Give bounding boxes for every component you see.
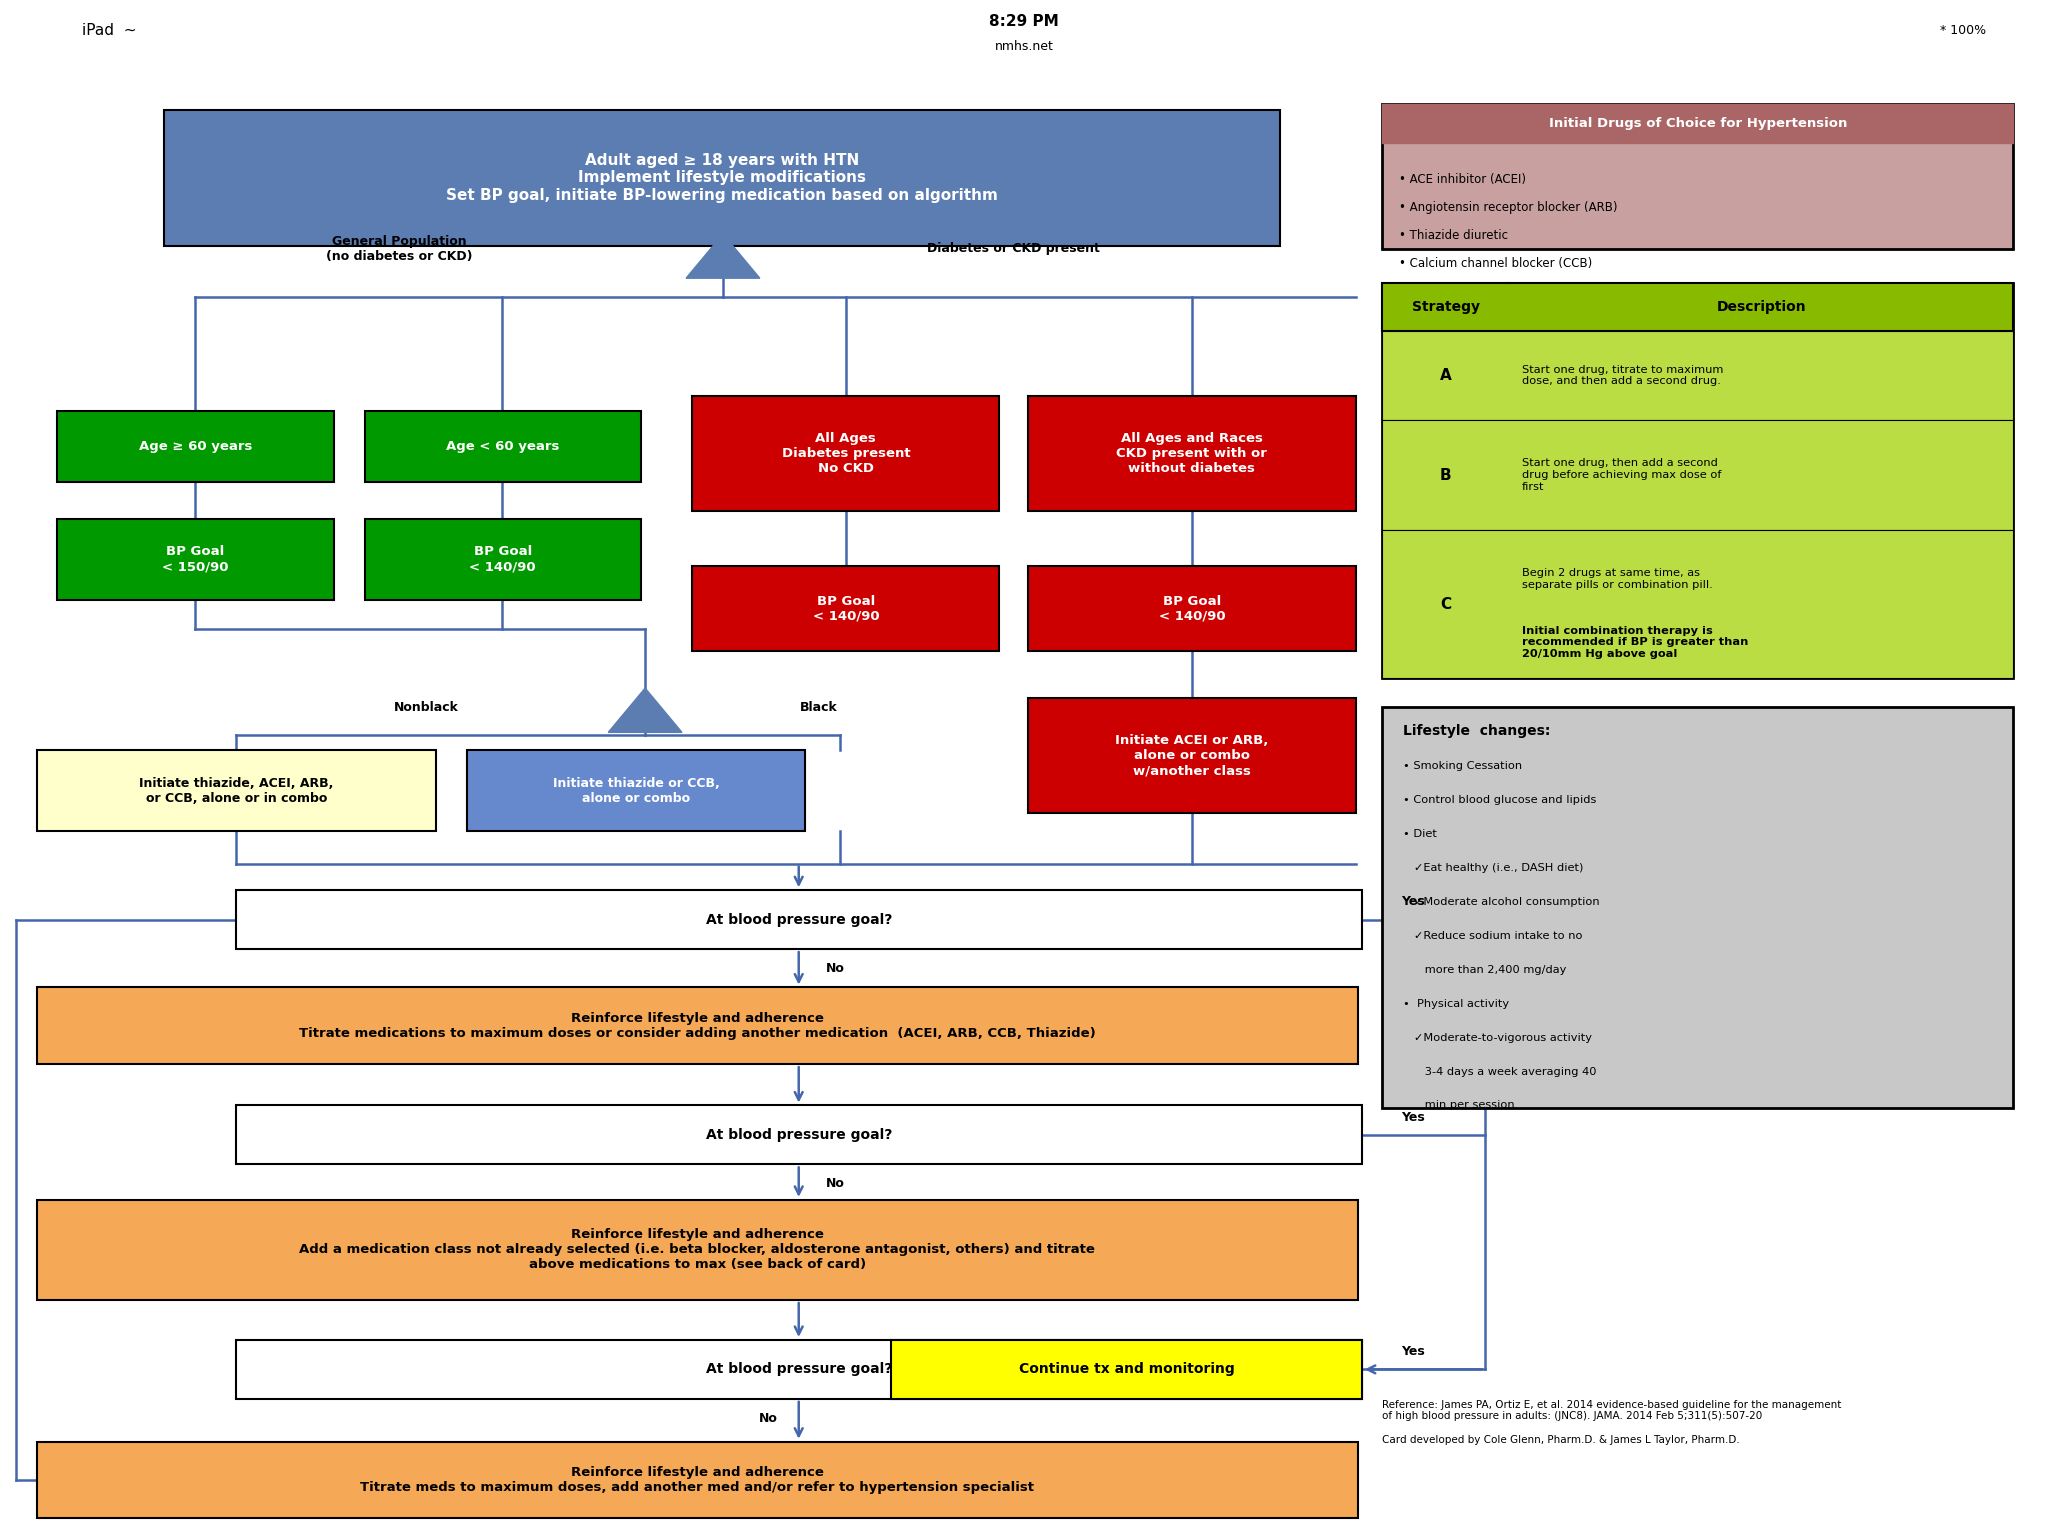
FancyBboxPatch shape (57, 519, 334, 599)
Text: Yes: Yes (1401, 1346, 1425, 1358)
Text: 3-4 days a week averaging 40: 3-4 days a week averaging 40 (1403, 1066, 1595, 1077)
Text: Start one drug, titrate to maximum
dose, and then add a second drug.: Start one drug, titrate to maximum dose,… (1522, 364, 1722, 387)
Text: ✓Moderate alcohol consumption: ✓Moderate alcohol consumption (1403, 897, 1599, 906)
Polygon shape (686, 233, 760, 278)
FancyBboxPatch shape (1382, 707, 2013, 1109)
Text: BP Goal
< 150/90: BP Goal < 150/90 (162, 545, 229, 573)
FancyBboxPatch shape (1028, 699, 1356, 814)
Text: Start one drug, then add a second
drug before achieving max dose of
first: Start one drug, then add a second drug b… (1522, 458, 1720, 492)
Text: Reinforce lifestyle and adherence
Add a medication class not already selected (i: Reinforce lifestyle and adherence Add a … (299, 1229, 1096, 1272)
Text: All Ages
Diabetes present
No CKD: All Ages Diabetes present No CKD (782, 432, 909, 475)
FancyBboxPatch shape (692, 396, 999, 511)
FancyBboxPatch shape (236, 1106, 1362, 1164)
FancyBboxPatch shape (1382, 530, 2013, 677)
Text: BP Goal
< 140/90: BP Goal < 140/90 (813, 594, 879, 622)
Text: Diabetes or CKD present: Diabetes or CKD present (928, 243, 1100, 255)
Text: Adult aged ≥ 18 years with HTN
Implement lifestyle modifications
Set BP goal, in: Adult aged ≥ 18 years with HTN Implement… (446, 154, 997, 203)
Text: At blood pressure goal?: At blood pressure goal? (705, 1362, 893, 1376)
Text: ✓Moderate-to-vigorous activity: ✓Moderate-to-vigorous activity (1403, 1032, 1591, 1043)
FancyBboxPatch shape (164, 111, 1280, 246)
Text: At blood pressure goal?: At blood pressure goal? (705, 1127, 893, 1141)
Text: • Diet: • Diet (1403, 829, 1438, 839)
FancyBboxPatch shape (1382, 419, 2013, 530)
Text: iPad  ~: iPad ~ (82, 23, 137, 38)
Text: B: B (1440, 467, 1452, 482)
Text: •  Physical activity: • Physical activity (1403, 998, 1509, 1009)
FancyBboxPatch shape (37, 1200, 1358, 1299)
Text: At blood pressure goal?: At blood pressure goal? (705, 912, 893, 926)
FancyBboxPatch shape (236, 1339, 1362, 1399)
Text: Age ≥ 60 years: Age ≥ 60 years (139, 439, 252, 453)
FancyBboxPatch shape (1028, 396, 1356, 511)
Text: Yes: Yes (1401, 1111, 1425, 1124)
Text: nmhs.net: nmhs.net (995, 40, 1053, 52)
FancyBboxPatch shape (365, 412, 641, 482)
FancyBboxPatch shape (365, 519, 641, 599)
Text: Reinforce lifestyle and adherence
Titrate meds to maximum doses, add another med: Reinforce lifestyle and adherence Titrat… (360, 1465, 1034, 1495)
Text: Initiate ACEI or ARB,
alone or combo
w/another class: Initiate ACEI or ARB, alone or combo w/a… (1116, 734, 1268, 777)
Polygon shape (608, 688, 682, 733)
FancyBboxPatch shape (1382, 283, 2013, 677)
Text: Initiate thiazide, ACEI, ARB,
or CCB, alone or in combo: Initiate thiazide, ACEI, ARB, or CCB, al… (139, 777, 334, 805)
Text: • Smoking Cessation: • Smoking Cessation (1403, 762, 1522, 771)
Text: No: No (825, 1177, 846, 1190)
FancyBboxPatch shape (1028, 565, 1356, 651)
Text: C: C (1440, 596, 1452, 611)
Text: Reinforce lifestyle and adherence
Titrate medications to maximum doses or consid: Reinforce lifestyle and adherence Titrat… (299, 1012, 1096, 1040)
Text: * 100%: * 100% (1939, 25, 1987, 37)
Text: Black: Black (801, 700, 838, 714)
Text: 8:29 PM: 8:29 PM (989, 14, 1059, 29)
FancyBboxPatch shape (467, 750, 805, 831)
Text: ✓Eat healthy (i.e., DASH diet): ✓Eat healthy (i.e., DASH diet) (1403, 863, 1583, 872)
Text: min per session.: min per session. (1403, 1100, 1518, 1111)
Text: • Calcium channel blocker (CCB): • Calcium channel blocker (CCB) (1399, 257, 1591, 270)
Text: Nonblack: Nonblack (393, 700, 459, 714)
Text: A: A (1440, 369, 1452, 382)
Text: Continue tx and monitoring: Continue tx and monitoring (1018, 1362, 1235, 1376)
FancyBboxPatch shape (236, 891, 1362, 949)
Text: No: No (758, 1412, 778, 1424)
Text: Description: Description (1716, 300, 1806, 313)
Text: Lifestyle  changes:: Lifestyle changes: (1403, 723, 1550, 737)
Text: BP Goal
< 140/90: BP Goal < 140/90 (469, 545, 537, 573)
Text: No: No (825, 962, 846, 975)
Text: All Ages and Races
CKD present with or
without diabetes: All Ages and Races CKD present with or w… (1116, 432, 1268, 475)
FancyBboxPatch shape (1382, 332, 2013, 419)
FancyBboxPatch shape (37, 988, 1358, 1064)
Text: more than 2,400 mg/day: more than 2,400 mg/day (1403, 965, 1567, 975)
Text: Strategy: Strategy (1411, 300, 1481, 313)
FancyBboxPatch shape (1382, 104, 2013, 249)
FancyBboxPatch shape (891, 1339, 1362, 1399)
Text: BP Goal
< 140/90: BP Goal < 140/90 (1159, 594, 1225, 622)
Text: • Angiotensin receptor blocker (ARB): • Angiotensin receptor blocker (ARB) (1399, 201, 1618, 214)
FancyBboxPatch shape (37, 1442, 1358, 1518)
FancyBboxPatch shape (1382, 283, 2013, 332)
FancyBboxPatch shape (57, 412, 334, 482)
Text: Initial Drugs of Choice for Hypertension: Initial Drugs of Choice for Hypertension (1548, 117, 1847, 131)
Text: Age < 60 years: Age < 60 years (446, 439, 559, 453)
FancyBboxPatch shape (37, 750, 436, 831)
Text: General Population
(no diabetes or CKD): General Population (no diabetes or CKD) (326, 235, 473, 263)
Text: • Control blood glucose and lipids: • Control blood glucose and lipids (1403, 796, 1595, 805)
FancyBboxPatch shape (692, 565, 999, 651)
Text: Reference: James PA, Ortiz E, et al. 2014 evidence-based guideline for the manag: Reference: James PA, Ortiz E, et al. 201… (1382, 1399, 1841, 1444)
FancyBboxPatch shape (1382, 104, 2013, 143)
Text: Yes: Yes (1401, 895, 1425, 908)
Text: • ACE inhibitor (ACEI): • ACE inhibitor (ACEI) (1399, 174, 1526, 186)
Text: Initial combination therapy is
recommended if BP is greater than
20/10mm Hg abov: Initial combination therapy is recommend… (1522, 625, 1749, 659)
Text: ✓Reduce sodium intake to no: ✓Reduce sodium intake to no (1403, 931, 1583, 942)
Text: Begin 2 drugs at same time, as
separate pills or combination pill.: Begin 2 drugs at same time, as separate … (1522, 568, 1712, 602)
Text: Initiate thiazide or CCB,
alone or combo: Initiate thiazide or CCB, alone or combo (553, 777, 719, 805)
Text: • Thiazide diuretic: • Thiazide diuretic (1399, 229, 1507, 243)
